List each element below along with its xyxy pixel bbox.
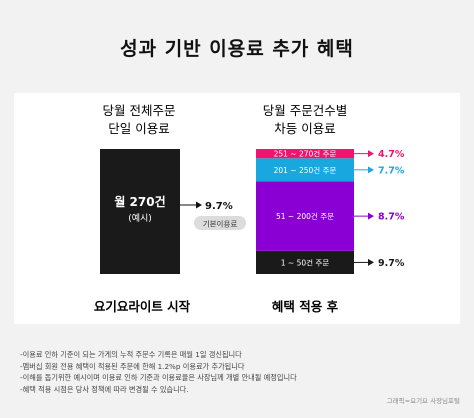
segment-rate-label: 8.7%	[378, 212, 405, 223]
left-header-line-1: 당월 전체주문	[103, 103, 176, 118]
segment-label: 201 ~ 250건 주문	[274, 165, 337, 175]
left-header-line-2: 단일 이용료	[108, 121, 169, 136]
note-line: -이해를 돕기위한 예시이며 이용료 인하 기준과 이용료율은 사장님께 개별 …	[20, 373, 297, 382]
segment-bar	[256, 158, 354, 182]
right-header-line-1: 당월 주문건수별	[263, 103, 347, 118]
right-header-line-2: 차등 이용료	[274, 121, 335, 136]
left-bar-label: 월 270건	[114, 194, 165, 209]
rate-tag-label: 기본이용료	[203, 219, 238, 229]
segment-rate-label: 4.7%	[378, 149, 405, 160]
chart-title: 성과 기반 이용료 추가 혜택	[120, 38, 354, 60]
segment-label: 51 ~ 200건 주문	[276, 211, 334, 221]
segment-label: 251 ~ 270건 주문	[274, 149, 337, 159]
left-footer: 요기요라이트 시작	[94, 299, 191, 314]
right-footer: 혜택 적용 후	[272, 299, 339, 314]
segment-arrow-head	[368, 166, 374, 174]
chart-svg: 당월 전체주문 단일 이용료 당월 주문건수별 차등 이용료 월 270건 (예시…	[94, 103, 405, 314]
segment-arrow-head	[368, 212, 374, 220]
chart-card: 당월 전체주문 단일 이용료 당월 주문건수별 차등 이용료 월 270건 (예시…	[14, 93, 460, 324]
segment-bar	[256, 181, 354, 251]
segment-bar	[256, 250, 354, 274]
note-line: -혜택 적용 시점은 당사 정책에 따라 변경될 수 있습니다.	[20, 384, 189, 394]
segment-label: 1 ~ 50건 주문	[281, 257, 330, 267]
left-bar	[100, 149, 180, 274]
left-rate-label: 9.7%	[205, 201, 233, 212]
credit: 그래픽=요기요 사장님포털	[386, 397, 460, 405]
segment-bar	[256, 149, 354, 159]
segment-arrow-head	[368, 258, 374, 266]
notes: -이용료 인하 기준이 되는 가게의 누적 주문수 기록은 매월 1일 갱신됩니…	[20, 349, 460, 395]
segment-arrow-head	[368, 150, 374, 158]
left-bar-sublabel: (예시)	[128, 213, 152, 224]
segment-rate-label: 9.7%	[378, 258, 405, 269]
note-line: -멤버십 회원 전용 혜택이 적용된 주문에 한해 1.2%p 이용료가 추가됩…	[20, 361, 245, 371]
segment-rate-label: 7.7%	[378, 165, 405, 176]
note-line: -이용료 인하 기준이 되는 가게의 누적 주문수 기록은 매월 1일 갱신됩니…	[20, 350, 242, 359]
rate-tag-pill	[194, 216, 246, 230]
left-rate-arrow-head	[196, 201, 202, 209]
